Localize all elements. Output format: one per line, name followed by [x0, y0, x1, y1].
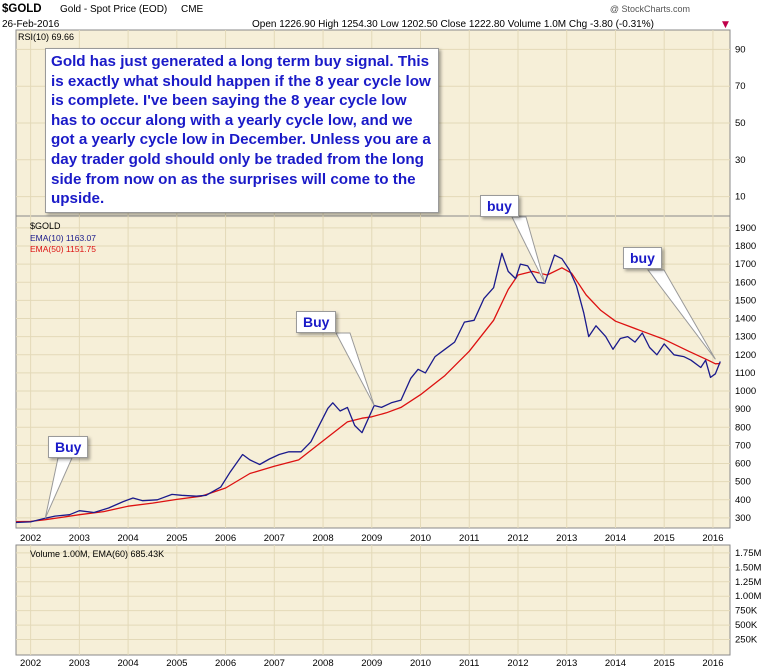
- rsi-tick-label: 90: [735, 44, 746, 55]
- price-panel-label: $GOLD: [30, 221, 61, 231]
- chg-down-icon: ▼: [722, 20, 729, 30]
- legend-ema50: EMA(50) 1151.75: [30, 244, 96, 254]
- rsi-label: RSI(10) 69.66: [18, 32, 74, 42]
- x-tick-label-volume: 2008: [312, 658, 333, 669]
- x-tick-label-volume: 2015: [654, 658, 675, 669]
- buy-callout-2012: buy: [480, 195, 519, 217]
- x-tick-label: 2011: [459, 533, 479, 544]
- x-tick-label-volume: 2002: [20, 658, 41, 669]
- x-tick-label: 2003: [69, 533, 90, 544]
- analysis-note: Gold has just generated a long term buy …: [45, 48, 439, 213]
- buy-pointer-2012: [511, 216, 546, 284]
- x-tick-label: 2008: [312, 533, 333, 544]
- x-tick-label-volume: 2005: [166, 658, 187, 669]
- x-tick-label-volume: 2014: [605, 658, 626, 669]
- x-tick-label-volume: 2007: [264, 658, 285, 669]
- rsi-tick-label: 10: [735, 192, 746, 203]
- price-tick-label: 800: [735, 422, 751, 433]
- price-tick-label: 700: [735, 440, 751, 451]
- x-tick-label-volume: 2013: [556, 658, 577, 669]
- volume-panel: [15, 544, 731, 656]
- x-tick-label-volume: 2011: [459, 658, 479, 669]
- x-tick-label-volume: 2016: [702, 658, 723, 669]
- buy-pointer-2009: [335, 332, 375, 406]
- price-tick-label: 1200: [735, 350, 756, 361]
- x-tick-label: 2014: [605, 533, 626, 544]
- x-tick-label: 2010: [410, 533, 431, 544]
- chart-date: 26-Feb-2016: [2, 19, 60, 30]
- x-tick-label-volume: 2003: [69, 658, 90, 669]
- price-tick-label: 1500: [735, 295, 756, 306]
- buy-callout-2009: Buy: [296, 311, 337, 333]
- x-tick-label-volume: 2006: [215, 658, 236, 669]
- chart-instrument-name: Gold - Spot Price (EOD): [60, 4, 167, 15]
- buy-pointer-2016: [646, 269, 716, 360]
- price-tick-label: 1900: [735, 223, 756, 234]
- x-tick-label-volume: 2009: [361, 658, 382, 669]
- rsi-tick-label: 30: [735, 155, 746, 166]
- price-tick-label: 1000: [735, 386, 756, 397]
- volume-tick-label: 1.75M: [735, 548, 761, 559]
- x-tick-label: 2015: [654, 533, 675, 544]
- chart-symbol: $GOLD: [2, 3, 42, 15]
- x-tick-label: 2005: [166, 533, 187, 544]
- ema50-line: [15, 267, 721, 523]
- price-tick-label: 1800: [735, 241, 756, 252]
- volume-tick-label: 500K: [735, 620, 758, 631]
- volume-tick-label: 1.00M: [735, 591, 761, 602]
- x-tick-label: 2016: [702, 533, 723, 544]
- x-tick-label-volume: 2012: [507, 658, 528, 669]
- x-tick-label-volume: 2004: [118, 658, 139, 669]
- price-tick-label: 1700: [735, 259, 756, 270]
- watermark: @ StockCharts.com: [610, 4, 690, 14]
- legend-ema10: EMA(10) 1163.07: [30, 233, 96, 243]
- x-tick-label: 2012: [507, 533, 528, 544]
- volume-tick-label: 750K: [735, 606, 758, 617]
- price-tick-label: 900: [735, 404, 751, 415]
- x-tick-label: 2013: [556, 533, 577, 544]
- price-tick-label: 1100: [735, 368, 755, 379]
- x-tick-label-volume: 2010: [410, 658, 431, 669]
- volume-tick-label: 1.25M: [735, 577, 761, 588]
- rsi-tick-label: 70: [735, 81, 746, 92]
- rsi-tick-label: 50: [735, 118, 746, 129]
- x-tick-label: 2004: [118, 533, 139, 544]
- x-tick-label: 2002: [20, 533, 41, 544]
- price-tick-label: 400: [735, 495, 751, 506]
- price-tick-label: 500: [735, 477, 751, 488]
- x-tick-label: 2007: [264, 533, 285, 544]
- price-tick-label: 1400: [735, 314, 756, 325]
- volume-label: Volume 1.00M, EMA(60) 685.43K: [30, 549, 164, 559]
- price-panel: [15, 215, 731, 529]
- ohlc-readout: Open 1226.90 High 1254.30 Low 1202.50 Cl…: [252, 19, 654, 30]
- volume-tick-label: 250K: [735, 635, 758, 646]
- buy-pointer-2002: [44, 457, 73, 519]
- price-tick-label: 300: [735, 513, 751, 524]
- price-tick-label: 1600: [735, 277, 756, 288]
- x-tick-label: 2006: [215, 533, 236, 544]
- price-tick-label: 600: [735, 459, 751, 470]
- volume-tick-label: 1.50M: [735, 562, 761, 573]
- buy-callout-2002: Buy: [48, 436, 89, 458]
- ema10-line: [15, 252, 721, 524]
- chart-exchange: CME: [181, 4, 204, 15]
- buy-callout-2016: buy: [623, 247, 662, 269]
- price-tick-label: 1300: [735, 332, 756, 343]
- x-tick-label: 2009: [361, 533, 382, 544]
